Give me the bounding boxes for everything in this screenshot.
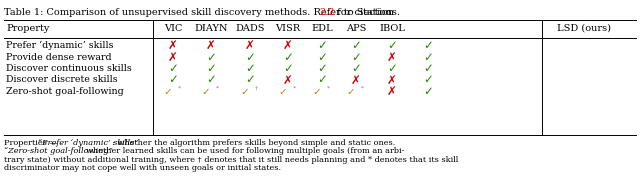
- Text: ✓: ✓: [240, 87, 249, 97]
- Text: ✓: ✓: [387, 39, 397, 52]
- Text: Properties —: Properties —: [4, 139, 60, 147]
- Text: VIC: VIC: [164, 24, 182, 33]
- Text: : whether the algorithm prefers skills beyond simple and static ones.: : whether the algorithm prefers skills b…: [113, 139, 396, 147]
- Text: ✓: ✓: [283, 62, 293, 75]
- Text: ✓: ✓: [317, 62, 327, 75]
- Text: *: *: [327, 85, 330, 90]
- Text: *: *: [216, 85, 219, 90]
- Text: ✗: ✗: [283, 39, 293, 52]
- Text: ✓: ✓: [312, 87, 321, 97]
- Text: Discover continuous skills: Discover continuous skills: [6, 64, 132, 73]
- Text: APS: APS: [346, 24, 366, 33]
- Text: “Prefer ‘dynamic’ skills”: “Prefer ‘dynamic’ skills”: [38, 139, 139, 147]
- Text: ✓: ✓: [423, 50, 433, 64]
- Text: ✓: ✓: [423, 85, 433, 98]
- Text: ✓: ✓: [351, 62, 361, 75]
- Text: ✗: ✗: [245, 39, 255, 52]
- Text: ✓: ✓: [245, 50, 255, 64]
- Text: ✓: ✓: [351, 50, 361, 64]
- Text: ✓: ✓: [317, 39, 327, 52]
- Text: for citations.: for citations.: [335, 8, 401, 17]
- Text: ✓: ✓: [168, 62, 178, 75]
- Text: ✗: ✗: [206, 39, 216, 52]
- Text: ✓: ✓: [387, 62, 397, 75]
- Text: ✓: ✓: [206, 50, 216, 64]
- Text: DADS: DADS: [236, 24, 265, 33]
- Text: EDL: EDL: [311, 24, 333, 33]
- Text: “Zero-shot goal-following”: “Zero-shot goal-following”: [4, 147, 113, 155]
- Text: trary state) without additional training, where † denotes that it still needs pl: trary state) without additional training…: [4, 156, 458, 164]
- Text: *: *: [361, 85, 364, 90]
- Text: ✓: ✓: [168, 74, 178, 87]
- Text: Zero-shot goal-following: Zero-shot goal-following: [6, 87, 124, 96]
- Text: LSD (ours): LSD (ours): [557, 24, 611, 33]
- Text: VISR: VISR: [275, 24, 301, 33]
- Text: DIAYN: DIAYN: [195, 24, 228, 33]
- Text: Discover discrete skills: Discover discrete skills: [6, 75, 118, 84]
- Text: 2.2: 2.2: [319, 8, 335, 17]
- Text: ✓: ✓: [278, 87, 287, 97]
- Text: *: *: [293, 85, 296, 90]
- Text: ✓: ✓: [423, 74, 433, 87]
- Text: ✓: ✓: [245, 74, 255, 87]
- Text: ✓: ✓: [163, 87, 172, 97]
- Text: ✓: ✓: [423, 62, 433, 75]
- Text: discriminator may not cope well with unseen goals or initial states.: discriminator may not cope well with uns…: [4, 164, 281, 172]
- Text: *: *: [178, 85, 181, 90]
- Text: ✓: ✓: [245, 62, 255, 75]
- Text: ✗: ✗: [387, 85, 397, 98]
- Text: ✗: ✗: [387, 74, 397, 87]
- Text: ✓: ✓: [283, 50, 293, 64]
- Text: ✓: ✓: [351, 39, 361, 52]
- Text: ✓: ✓: [346, 87, 355, 97]
- Text: ✓: ✓: [206, 62, 216, 75]
- Text: Table 1: Comparison of unsupervised skill discovery methods. Refer to Section: Table 1: Comparison of unsupervised skil…: [4, 8, 397, 17]
- Text: ✓: ✓: [423, 39, 433, 52]
- Text: ✓: ✓: [206, 74, 216, 87]
- Text: ✗: ✗: [351, 74, 361, 87]
- Text: ✓: ✓: [317, 50, 327, 64]
- Text: ✗: ✗: [387, 50, 397, 64]
- Text: ✗: ✗: [283, 74, 293, 87]
- Text: ✓: ✓: [317, 74, 327, 87]
- Text: ✓: ✓: [201, 87, 210, 97]
- Text: †: †: [255, 85, 258, 90]
- Text: ✗: ✗: [168, 50, 178, 64]
- Text: IBOL: IBOL: [379, 24, 405, 33]
- Text: Prefer ‘dynamic’ skills: Prefer ‘dynamic’ skills: [6, 41, 113, 50]
- Text: Provide dense reward: Provide dense reward: [6, 52, 111, 61]
- Text: :  whether learned skills can be used for following multiple goals (from an arbi: : whether learned skills can be used for…: [79, 147, 405, 155]
- Text: ✗: ✗: [168, 39, 178, 52]
- Text: Property: Property: [6, 24, 49, 33]
